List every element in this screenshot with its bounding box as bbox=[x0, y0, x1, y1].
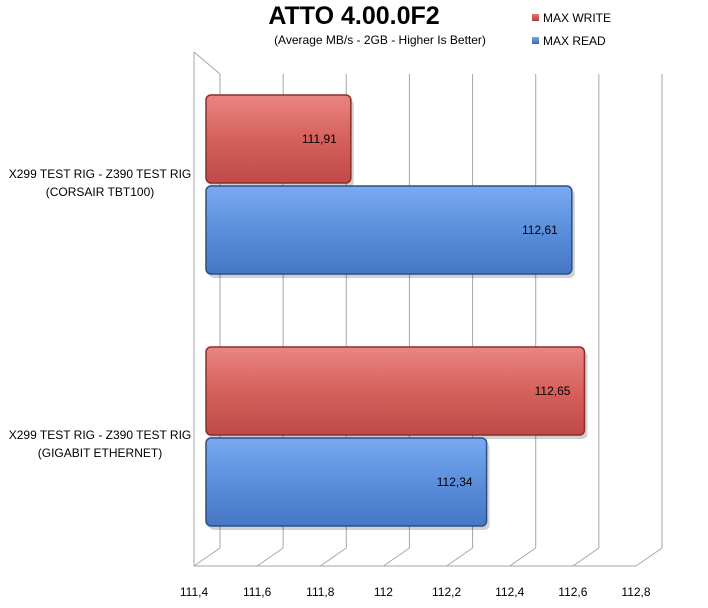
bar-max-write bbox=[205, 94, 352, 184]
x-tick-label: 111,6 bbox=[243, 585, 272, 599]
gridline-floor bbox=[383, 547, 410, 567]
legend-swatch-max-read bbox=[532, 37, 539, 44]
bar-max-read bbox=[205, 185, 573, 275]
data-label: 112,65 bbox=[535, 384, 571, 398]
bars: 111,91 112,61 112,65 112,34 bbox=[205, 94, 588, 530]
legend-swatch-max-write bbox=[532, 14, 539, 21]
legend-item-max-write: MAX WRITE bbox=[532, 6, 611, 29]
category-label-corsair: X299 TEST RIG - Z390 TEST RIG (CORSAIR T… bbox=[0, 165, 200, 201]
x-tick-label: 111,8 bbox=[306, 585, 335, 599]
wall-edge bbox=[193, 51, 221, 75]
gridline-floor bbox=[446, 547, 473, 567]
legend: MAX WRITE MAX READ bbox=[532, 6, 611, 52]
gridline-floor bbox=[572, 547, 600, 567]
gridline-floor bbox=[320, 547, 347, 567]
data-label: 111,91 bbox=[302, 132, 337, 146]
category-label-line2: (GIGABIT ETHERNET) bbox=[37, 446, 163, 460]
legend-item-max-read: MAX READ bbox=[532, 29, 611, 52]
chart-title: ATTO 4.00.0F2 bbox=[268, 2, 440, 30]
x-tick-label: 112 bbox=[374, 585, 393, 599]
x-tick-label: 112,8 bbox=[621, 585, 650, 599]
category-label-line1: X299 TEST RIG - Z390 TEST RIG bbox=[8, 167, 192, 181]
legend-label-max-read: MAX READ bbox=[543, 33, 606, 48]
category-label-line2: (CORSAIR TBT100) bbox=[45, 185, 155, 199]
x-tick-label: 112,6 bbox=[558, 585, 587, 599]
bar-max-write bbox=[205, 346, 586, 436]
x-tick-label: 111,4 bbox=[180, 585, 209, 599]
x-axis: 111,4 111,6 111,8 112 112,2 112,4 112,6 112,8 bbox=[180, 565, 651, 599]
legend-label-max-write: MAX WRITE bbox=[543, 10, 611, 25]
bar-max-read bbox=[205, 437, 488, 527]
category-label-line1: X299 TEST RIG - Z390 TEST RIG bbox=[8, 428, 192, 442]
data-label: 112,34 bbox=[437, 475, 473, 489]
gridline-floor bbox=[256, 547, 284, 567]
gridline-floor bbox=[193, 547, 221, 567]
gridline-floor bbox=[509, 547, 536, 567]
data-label: 112,61 bbox=[522, 223, 558, 237]
gridline-floor bbox=[635, 547, 663, 567]
x-tick-label: 112,2 bbox=[432, 585, 461, 599]
category-label-gigabit: X299 TEST RIG - Z390 TEST RIG (GIGABIT E… bbox=[0, 426, 200, 462]
x-tick-label: 112,4 bbox=[495, 585, 524, 599]
chart-subtitle: (Average MB/s - 2GB - Higher Is Better) bbox=[274, 33, 486, 47]
